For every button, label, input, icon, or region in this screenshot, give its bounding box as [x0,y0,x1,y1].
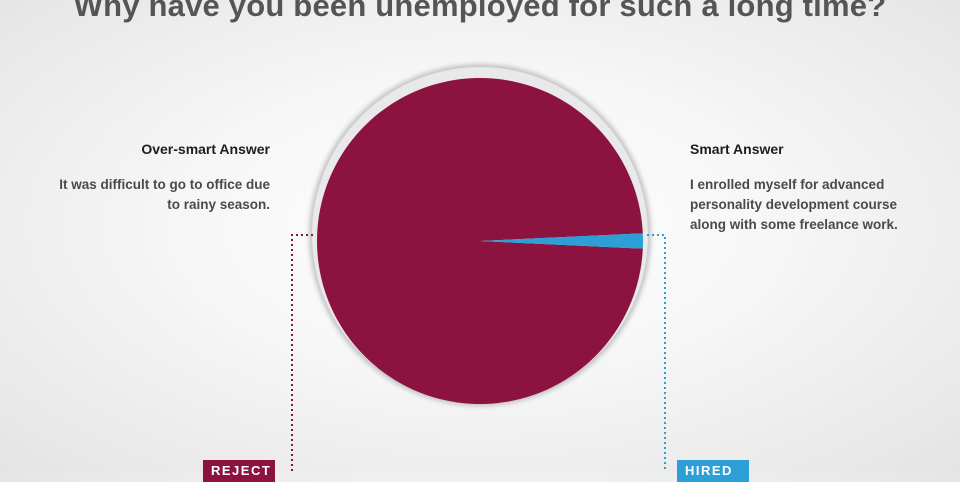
hired-connector [647,234,666,471]
over-smart-body-line: to rainy season. [167,197,270,212]
chart-title: Why have you been unemployed for such a … [73,0,887,23]
reject-connector [291,234,313,471]
hired-badge: HIRED [677,460,749,482]
over-smart-body-line: It was difficult to go to office due [59,177,270,192]
smart-body-line: personality development course [690,197,898,212]
pie-slice-over-smart [316,78,643,404]
over-smart-answer-block: Over-smart Answer It was difficult to go… [10,141,270,215]
over-smart-heading: Over-smart Answer [141,141,270,157]
over-smart-body: It was difficult to go to office due to … [10,175,270,215]
smart-body: I enrolled myself for advanced personali… [690,175,950,235]
pie-slice-smart [480,233,643,249]
smart-body-line: along with some freelance work. [690,217,898,232]
smart-answer-block: Smart Answer I enrolled myself for advan… [690,141,950,235]
reject-badge: REJECT [203,460,275,482]
smart-heading: Smart Answer [690,141,784,157]
pie-chart [291,64,666,471]
smart-body-line: I enrolled myself for advanced [690,177,885,192]
pie-slices [316,78,643,404]
